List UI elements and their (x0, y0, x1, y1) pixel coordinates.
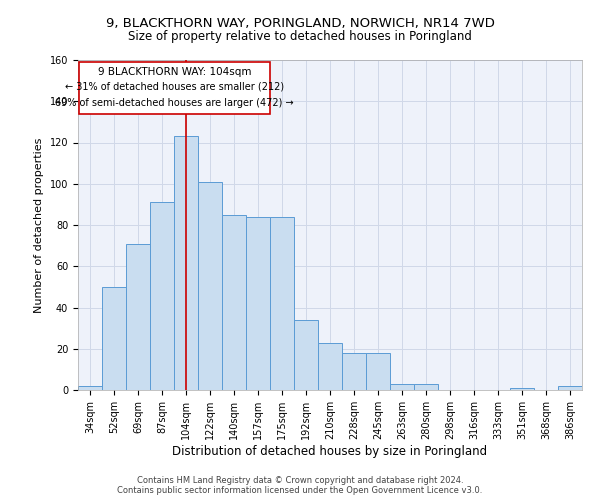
Y-axis label: Number of detached properties: Number of detached properties (34, 138, 44, 312)
Bar (558, 386, 582, 390)
Text: 9 BLACKTHORN WAY: 104sqm: 9 BLACKTHORN WAY: 104sqm (98, 68, 251, 78)
Text: Size of property relative to detached houses in Poringland: Size of property relative to detached ho… (128, 30, 472, 43)
FancyBboxPatch shape (79, 62, 270, 114)
Bar (222, 214, 246, 390)
Bar (102, 287, 126, 390)
Bar (270, 217, 294, 390)
Bar (366, 353, 390, 390)
Bar (510, 388, 534, 390)
Text: Contains public sector information licensed under the Open Government Licence v3: Contains public sector information licen… (118, 486, 482, 495)
Text: 69% of semi-detached houses are larger (472) →: 69% of semi-detached houses are larger (… (55, 98, 294, 108)
Bar (126, 244, 150, 390)
Bar (150, 202, 174, 390)
X-axis label: Distribution of detached houses by size in Poringland: Distribution of detached houses by size … (172, 444, 488, 458)
Bar (78, 386, 102, 390)
Bar (414, 384, 438, 390)
Bar (174, 136, 198, 390)
Text: ← 31% of detached houses are smaller (212): ← 31% of detached houses are smaller (21… (65, 82, 284, 92)
Text: 9, BLACKTHORN WAY, PORINGLAND, NORWICH, NR14 7WD: 9, BLACKTHORN WAY, PORINGLAND, NORWICH, … (106, 18, 494, 30)
Bar (342, 353, 366, 390)
Bar (294, 320, 318, 390)
Text: Contains HM Land Registry data © Crown copyright and database right 2024.: Contains HM Land Registry data © Crown c… (137, 476, 463, 485)
Bar (246, 217, 270, 390)
Bar (198, 182, 222, 390)
Bar (390, 384, 414, 390)
Bar (318, 342, 342, 390)
